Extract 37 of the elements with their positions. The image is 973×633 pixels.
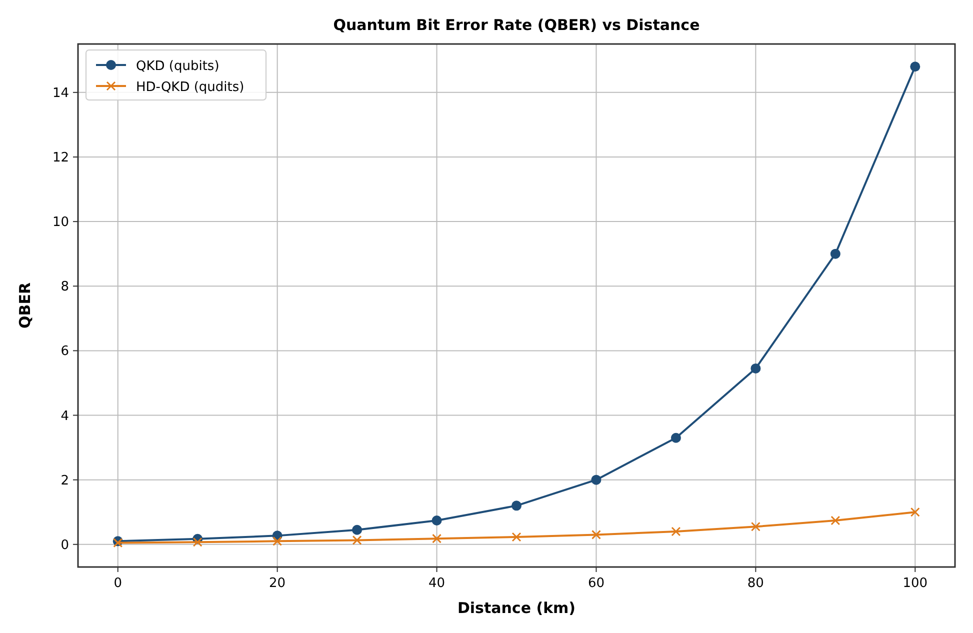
point (192, 537, 202, 547)
y-tick-label: 12 (52, 150, 69, 166)
point (830, 248, 840, 259)
y-tick-label: 0 (60, 538, 69, 553)
point (910, 62, 920, 72)
y-tick-label: 10 (52, 215, 69, 230)
y-axis-title: QBER (16, 282, 34, 328)
y-tick-label: 8 (60, 280, 69, 295)
x-tick-label: 80 (747, 576, 764, 591)
y-tick-label: 4 (60, 408, 69, 424)
point (352, 535, 362, 545)
y-tick-label: 2 (60, 473, 69, 488)
legend-label: QKD (qubits) (136, 59, 220, 74)
point (670, 432, 681, 443)
point (671, 526, 681, 536)
point (432, 516, 442, 526)
point (591, 530, 601, 540)
chart-title: Quantum Bit Error Rate (QBER) vs Distance (333, 16, 700, 34)
point (352, 524, 362, 535)
point (512, 532, 522, 542)
x-tick-label: 0 (114, 576, 122, 591)
point (512, 500, 522, 511)
x-axis-title: Distance (km) (457, 599, 576, 617)
x-tick-label: 20 (269, 576, 286, 591)
point (272, 536, 282, 546)
legend-label: HD-QKD (qudits) (136, 80, 244, 95)
point (750, 522, 760, 532)
y-tick-label: 6 (60, 344, 69, 360)
point (830, 516, 840, 526)
x-tick-label: 100 (902, 576, 928, 591)
x-tick-label: 40 (428, 576, 446, 591)
point (750, 363, 761, 374)
x-tick-label: 60 (588, 576, 604, 591)
point (432, 534, 442, 544)
point (591, 474, 602, 485)
point (910, 507, 920, 517)
y-tick-label: 14 (52, 86, 69, 101)
